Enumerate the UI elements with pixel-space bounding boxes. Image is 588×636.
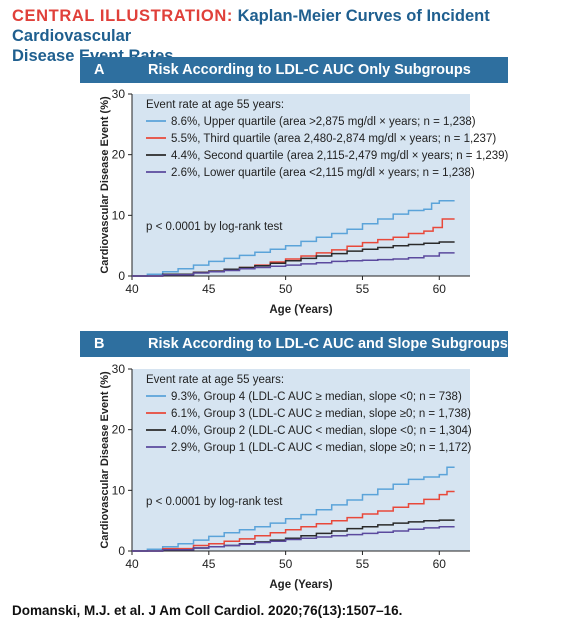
chart1-y-axis-label: Cardiovascular Disease Event (%) [99,371,111,549]
chart1-y-tick-label: 10 [112,483,126,497]
chart0-legend-title: Event rate at age 55 years: [146,99,284,111]
chart0-y-axis-label: Cardiovascular Disease Event (%) [99,96,111,274]
chart1-legend-entry-2: 4.0%, Group 2 (LDL-C AUC < median, slope… [171,425,472,437]
chart1-y-tick-label: 30 [112,362,126,376]
chart1-y-tick-label: 20 [112,423,126,437]
chart1-x-tick-label: 45 [202,557,216,571]
chart1-series-line-0 [132,466,455,552]
chart0-x-tick-label: 40 [125,282,139,296]
panel-a-title-bar: A Risk According to LDL-C AUC Only Subgr… [80,57,508,83]
panel-b-title: Risk According to LDL-C AUC and Slope Su… [148,336,508,352]
panel-a-chart: 0 10 20 30 40 45 50 55 60 Age (Years) Cardiovascul… [99,87,509,316]
header-label: CENTRAL ILLUSTRATION: [12,7,233,25]
chart1-series-line-3 [132,525,455,552]
chart1-legend-entry-3: 2.9%, Group 1 (LDL-C AUC < median, slope… [171,442,472,454]
panel-a-letter: A [94,62,105,78]
header-title: Kaplan-Meier Curves of Incident Cardiova… [12,7,490,45]
chart1-legend-entry-0: 9.3%, Group 4 (LDL-C AUC ≥ median, slope… [171,391,462,403]
chart1-x-tick-label: 55 [356,557,370,571]
header-line-1: CENTRAL ILLUSTRATION: Kaplan-Meier Curve… [12,6,582,46]
central-illustration-header: CENTRAL ILLUSTRATION: Kaplan-Meier Curve… [12,6,582,66]
chart0-y-tick-label: 20 [112,148,126,162]
chart1-plot-area [132,369,470,551]
chart0-legend-entry-2: 4.4%, Second quartile (area 2,115-2,479 … [171,150,509,162]
chart1-p-value-annotation: p < 0.0001 by log-rank test [146,496,283,508]
chart0-y-tick-label: 30 [112,87,126,101]
panel-b-title-bar: B Risk According to LDL-C AUC and Slope … [80,331,508,357]
chart0-y-tick-label: 0 [118,269,125,283]
panel-b-chart: 0 10 20 30 40 45 50 55 60 Age (Years) Cardiovascul… [99,362,472,591]
chart1-series-line-1 [132,490,455,552]
chart0-legend-entry-1: 5.5%, Third quartile (area 2,480-2,874 m… [171,133,496,145]
chart1-legend-entry-1: 6.1%, Group 3 (LDL-C AUC ≥ median, slope… [171,408,471,420]
chart0-y-tick-label: 10 [112,208,126,222]
chart0-legend-entry-0: 8.6%, Upper quartile (area >2,875 mg/dl … [171,116,476,128]
chart0-x-axis-label: Age (Years) [269,304,332,316]
chart0-series-line-0 [132,200,455,277]
chart0-x-tick-label: 55 [356,282,370,296]
chart0-x-tick-label: 45 [202,282,216,296]
chart1-legend-title: Event rate at age 55 years: [146,374,284,386]
chart1-y-tick-label: 0 [118,544,125,558]
chart0-x-tick-label: 60 [433,282,447,296]
chart0-x-tick-label: 50 [279,282,293,296]
chart1-x-axis-label: Age (Years) [269,579,332,591]
chart1-x-tick-label: 60 [433,557,447,571]
chart0-legend-entry-3: 2.6%, Lower quartile (area <2,115 mg/dl … [171,167,475,179]
panel-b-letter: B [94,336,105,352]
panel-a-title: Risk According to LDL-C AUC Only Subgrou… [148,62,471,78]
chart1-x-tick-label: 40 [125,557,139,571]
citation-footer: Domanski, M.J. et al. J Am Coll Cardiol.… [12,603,403,618]
chart0-p-value-annotation: p < 0.0001 by log-rank test [146,221,283,233]
chart1-x-tick-label: 50 [279,557,293,571]
chart0-series-line-3 [132,252,455,277]
